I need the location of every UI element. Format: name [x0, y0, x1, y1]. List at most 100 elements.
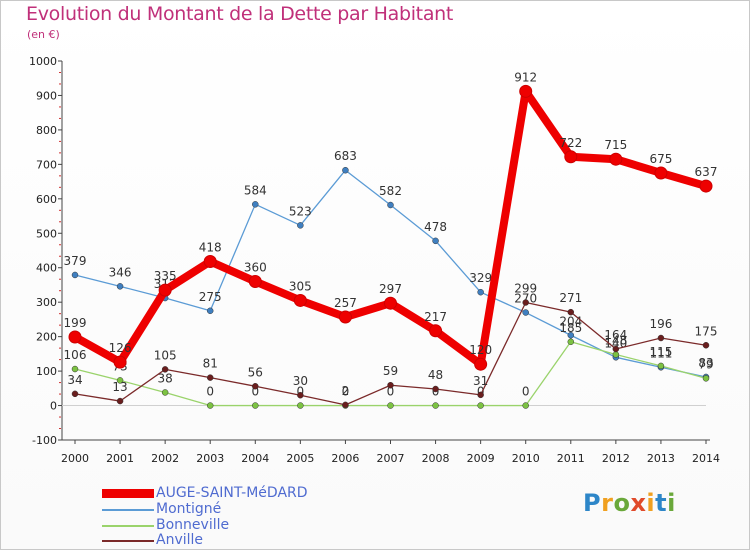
- series-2-label-12: 164: [604, 328, 627, 342]
- x-tick-label-2: 2002: [151, 452, 179, 465]
- series-1-label-14: 79: [698, 357, 713, 371]
- series-2-label-13: 196: [649, 317, 672, 331]
- y-tick-label-7: 600: [36, 193, 57, 206]
- series-3-point-0: [68, 330, 82, 344]
- series-1-point-7: [387, 402, 394, 409]
- y-tick-label-0: -100: [32, 434, 57, 447]
- series-1-label-0: 106: [64, 348, 87, 362]
- y-tick-label-6: 500: [36, 227, 57, 240]
- series-1-point-3: [206, 402, 214, 409]
- series-3-label-1: 126: [109, 341, 132, 355]
- series-1-point-10: [522, 402, 529, 409]
- series-0-point-5: [297, 222, 304, 229]
- series-2-label-14: 175: [695, 324, 718, 338]
- series-1-point-11: [567, 338, 575, 346]
- series-1-label-13: 115: [649, 345, 672, 359]
- series-2-label-1: 13: [112, 380, 127, 394]
- series-2-point-9: [477, 391, 484, 399]
- series-2-point-13: [657, 334, 665, 342]
- series-3-point-10: [519, 84, 533, 98]
- series-0-point-7: [387, 201, 394, 209]
- series-3-point-8: [429, 324, 443, 338]
- y-tick-label-3: 200: [36, 331, 57, 344]
- logo-letter-1: r: [601, 489, 614, 517]
- series-2-label-3: 81: [203, 357, 218, 371]
- y-tick-label-2: 100: [36, 365, 57, 378]
- series-0-label-5: 523: [289, 204, 312, 218]
- series-3-label-13: 675: [649, 152, 672, 166]
- series-1-point-4: [252, 402, 259, 409]
- series-1-label-3: 0: [206, 385, 214, 399]
- series-2-point-10: [522, 299, 529, 306]
- series-1-label-9: 0: [477, 385, 485, 399]
- series-3-point-1: [113, 355, 127, 369]
- y-tick-label-1: 0: [50, 400, 57, 413]
- y-tick-label-10: 900: [36, 89, 57, 102]
- legend-label-bonneville: Bonneville: [156, 517, 230, 533]
- series-3-label-6: 257: [334, 296, 357, 310]
- series-1-label-11: 185: [559, 321, 582, 335]
- series-line-3: [71, 87, 710, 369]
- series-1-point-5: [297, 402, 304, 409]
- series-0-label-12: 140: [604, 336, 627, 350]
- series-3-point-5: [293, 293, 307, 307]
- series-3-label-3: 418: [199, 241, 222, 255]
- series-2-point-8: [432, 385, 439, 393]
- series-3-point-2: [158, 283, 172, 297]
- y-tick-label-8: 700: [36, 158, 57, 171]
- x-tick-label-7: 2007: [377, 452, 405, 465]
- logo-letter-2: o: [613, 489, 631, 517]
- x-tick-label-1: 2001: [106, 452, 134, 465]
- series-2-point-11: [567, 308, 575, 316]
- series-1-label-6: 0: [342, 385, 350, 399]
- logo-letter-6: i: [667, 489, 676, 517]
- series-3-point-4: [248, 275, 262, 289]
- x-tick-label-13: 2013: [647, 452, 675, 465]
- series-1-point-0: [71, 365, 79, 373]
- x-tick-label-3: 2003: [196, 452, 224, 465]
- series-1-point-14: [702, 375, 710, 382]
- series-0-point-4: [252, 201, 259, 208]
- y-tick-label-9: 800: [36, 124, 57, 137]
- y-tick-label-11: 1000: [29, 55, 57, 68]
- legend-label-anville: Anville: [156, 532, 204, 548]
- x-tick-label-14: 2014: [692, 452, 720, 465]
- x-tick-label-0: 2000: [61, 452, 89, 465]
- series-0-point-0: [71, 271, 79, 279]
- y-tick-label-4: 300: [36, 296, 57, 309]
- series-3-label-7: 297: [379, 282, 402, 296]
- series-2-point-12: [612, 345, 620, 353]
- series-0-label-4: 584: [244, 183, 267, 197]
- x-tick-label-9: 2009: [467, 452, 495, 465]
- series-0-point-8: [432, 237, 439, 245]
- series-1-label-10: 0: [522, 385, 530, 399]
- series-2-label-6: 2: [342, 384, 350, 398]
- series-0-point-10: [522, 309, 529, 316]
- series-2-point-14: [702, 342, 710, 349]
- series-2-point-4: [252, 383, 259, 390]
- series-2-point-3: [206, 374, 214, 381]
- series-2-label-8: 48: [428, 368, 443, 382]
- series-3-point-7: [384, 296, 397, 310]
- series-1-point-1: [116, 377, 124, 384]
- series-1-point-9: [477, 402, 484, 409]
- series-3-point-13: [654, 166, 668, 180]
- series-2-point-1: [116, 397, 124, 405]
- series-0-label-3: 275: [199, 290, 222, 304]
- logo-letter-5: t: [655, 489, 668, 517]
- series-0-label-9: 329: [469, 271, 492, 285]
- series-3-label-0: 199: [64, 316, 87, 330]
- legend-swatch-auge: [102, 489, 154, 498]
- x-tick-label-12: 2012: [602, 452, 630, 465]
- x-tick-label-11: 2011: [557, 452, 585, 465]
- series-1-label-7: 0: [387, 385, 395, 399]
- series-2-label-2: 105: [154, 348, 177, 362]
- series-3-label-12: 715: [604, 138, 627, 152]
- series-0-label-7: 582: [379, 184, 402, 198]
- logo-letter-4: i: [646, 489, 656, 517]
- series-3-point-6: [338, 310, 352, 324]
- series-2-label-10: 299: [514, 282, 537, 296]
- logo-letter-0: P: [583, 489, 602, 517]
